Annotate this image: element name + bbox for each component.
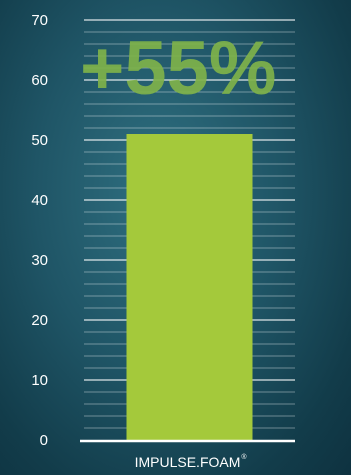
x-axis-category-labels: IMPULSE.FOAM ® bbox=[135, 453, 248, 470]
y-tick-label: 30 bbox=[31, 252, 48, 269]
annotation-label: +55% bbox=[80, 26, 277, 111]
y-tick-label: 0 bbox=[40, 432, 48, 449]
bars bbox=[126, 134, 253, 440]
bar bbox=[126, 134, 253, 440]
y-axis-tick-labels: 0 10 20 30 40 50 60 70 bbox=[31, 12, 48, 449]
x-tick-label: IMPULSE.FOAM bbox=[135, 454, 241, 470]
y-tick-label: 10 bbox=[31, 372, 48, 389]
y-tick-label: 20 bbox=[31, 312, 48, 329]
y-tick-label: 60 bbox=[31, 72, 48, 89]
y-tick-label: 40 bbox=[31, 192, 48, 209]
registered-mark: ® bbox=[241, 453, 247, 461]
y-tick-label: 70 bbox=[31, 12, 48, 29]
y-tick-label: 50 bbox=[31, 132, 48, 149]
